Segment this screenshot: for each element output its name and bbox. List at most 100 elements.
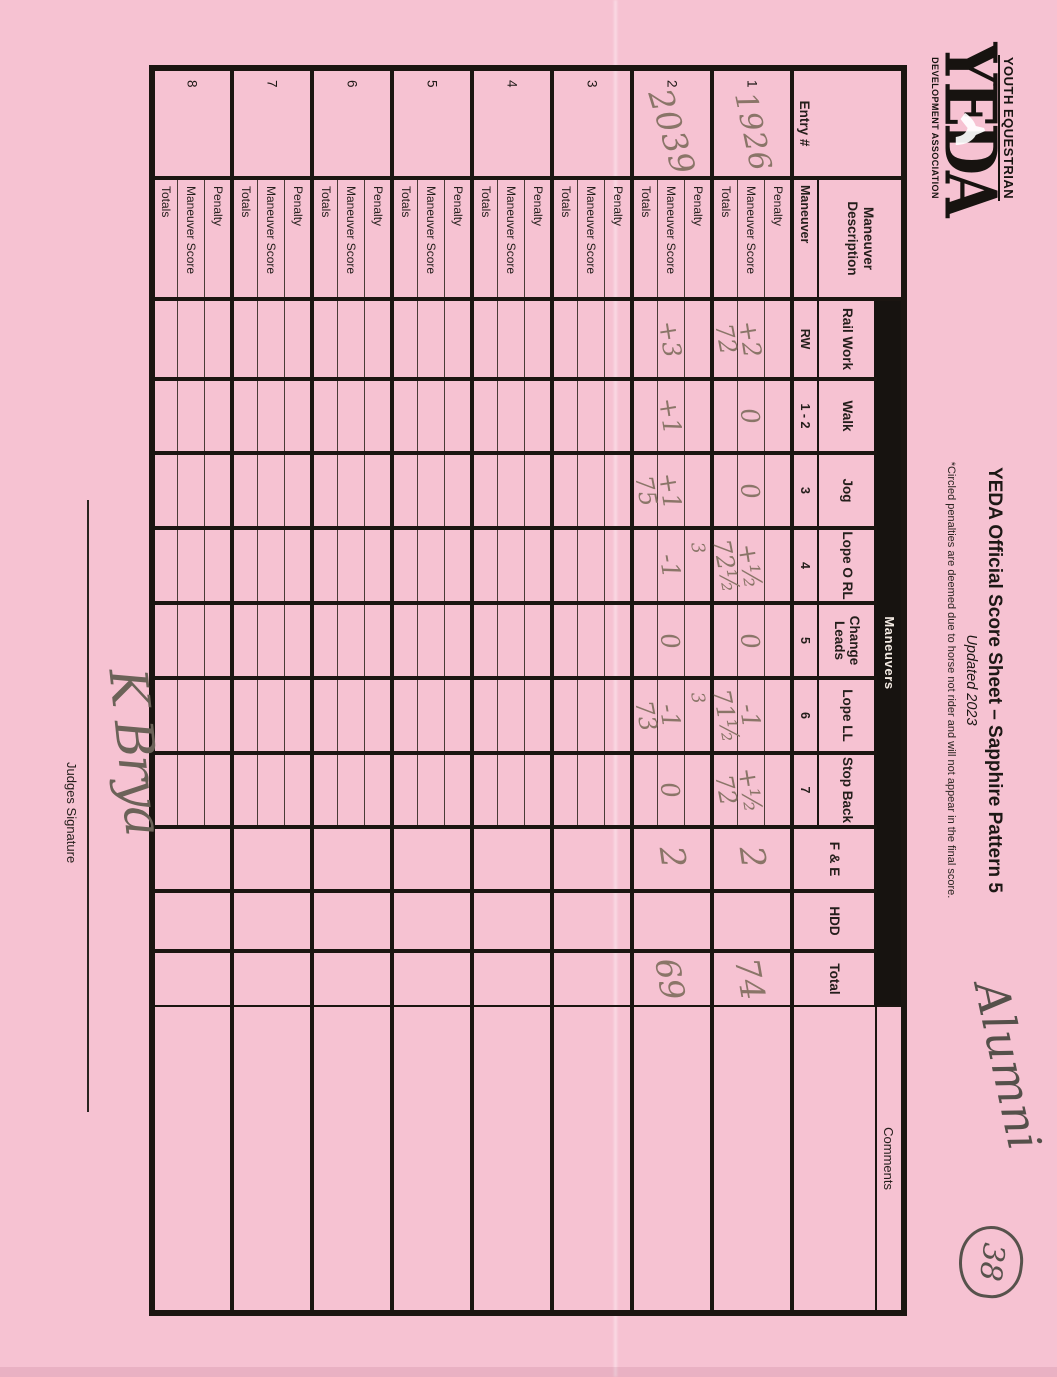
comments-cell <box>152 1006 232 1314</box>
column-header-walk: Walk <box>818 379 876 453</box>
score-cell-jog-ms <box>338 453 365 528</box>
score-cell-lope_orl-penalty <box>205 528 232 603</box>
total-cell: 74 <box>712 951 792 1007</box>
column-header-hdd: HDD <box>792 891 876 951</box>
score-cell-lope_ll-ms <box>258 678 285 753</box>
row-label-cell: Maneuver Score <box>418 178 445 299</box>
entry-7-row-penalty: 7 Penalty <box>232 68 312 1314</box>
score-cell-rail_work-totals <box>312 299 338 379</box>
score-cell-rail_work-penalty <box>525 299 552 379</box>
score-cell-lope_ll-penalty <box>365 678 392 753</box>
subheader-stop-back: 7 <box>792 753 818 827</box>
row-label: Penalty <box>610 186 625 227</box>
score-cell-rail_work-penalty <box>765 299 792 379</box>
row-label-cell: Totals <box>312 178 338 299</box>
score-cell-lope_ll-totals <box>552 678 578 753</box>
judges-signature-label: Judges Signature <box>64 762 79 864</box>
score-cell-lope_ll-totals: 73 <box>629 678 662 753</box>
fe-cell <box>152 827 232 891</box>
score-cell-walk-ms: 0 <box>734 379 767 453</box>
score-cell-rail_work-ms: +2 <box>733 299 768 379</box>
score-cell-jog-penalty <box>765 453 792 528</box>
row-label: Penalty <box>290 186 305 227</box>
score-table-body: 1 1926 Penalty 2 74 Maneuver Score +2 0 0 +½ 0 -1 +½… <box>152 68 792 1314</box>
row-label: Maneuver Score <box>344 186 359 275</box>
total-cell <box>472 951 552 1007</box>
score-cell-lope_orl-totals <box>392 528 418 603</box>
score-cell-jog-ms <box>258 453 285 528</box>
score-cell-rail_work-ms <box>578 299 605 379</box>
score-cell-rail_work-ms <box>418 299 445 379</box>
hdd-cell <box>712 891 792 951</box>
handwritten-score: 2 <box>650 843 694 871</box>
score-cell-walk-penalty <box>525 379 552 453</box>
subheader-lope-orl: 4 <box>792 528 818 603</box>
total-cell <box>392 951 472 1007</box>
score-cell-jog-totals <box>312 453 338 528</box>
score-cell-jog-penalty <box>365 453 392 528</box>
subheader-change-leads: 5 <box>792 603 818 678</box>
row-label: Maneuver Score <box>504 186 519 275</box>
score-cell-stop_back-penalty <box>765 753 792 827</box>
score-cell-change_leads-totals <box>472 603 498 678</box>
handwritten-entry-number: 2039 <box>640 84 704 180</box>
row-label-cell: Totals <box>392 178 418 299</box>
score-cell-lope_orl-penalty <box>605 528 632 603</box>
handwritten-score: 2 <box>730 843 774 871</box>
score-cell-change_leads-ms: 0 <box>655 603 686 678</box>
score-cell-rail_work-ms <box>338 299 365 379</box>
row-label-cell: Penalty <box>365 178 392 299</box>
row-label-cell: Penalty <box>525 178 552 299</box>
maneuver-description-header: Maneuver Description <box>818 178 904 299</box>
handwritten-score: +1 <box>653 395 688 437</box>
score-cell-rail_work-totals <box>632 299 658 379</box>
score-cell-stop_back-ms <box>178 753 205 827</box>
comments-cell <box>552 1006 632 1314</box>
yeda-logo: YOUTH EQUESTRIAN YEDA DEVELOPMENT ASSOCI… <box>928 14 1017 242</box>
score-cell-lope_ll-penalty: 3 <box>685 678 712 753</box>
score-cell-lope_ll-totals: 71½ <box>707 678 745 753</box>
fe-cell <box>472 827 552 891</box>
row-label: Totals <box>398 186 413 218</box>
handwritten-score: 3 <box>685 690 709 706</box>
entry-2-row-penalty: 2 2039 Penalty 3 3 2 69 <box>632 68 712 1314</box>
score-cell-jog-penalty <box>525 453 552 528</box>
horse-head-icon <box>937 109 1002 147</box>
score-cell-change_leads-ms <box>418 603 445 678</box>
score-cell-jog-penalty <box>285 453 312 528</box>
score-cell-rail_work-penalty <box>605 299 632 379</box>
score-cell-lope_orl-totals <box>552 528 578 603</box>
score-cell-rail_work-ms <box>498 299 525 379</box>
printed-entry-index: 3 <box>584 80 600 88</box>
score-table-head: Entry # Maneuver Description Maneuvers C… <box>792 68 904 1314</box>
handwritten-score: 75 <box>629 472 663 509</box>
score-cell-change_leads-penalty <box>765 603 792 678</box>
handwritten-score: 72½ <box>706 536 745 595</box>
score-cell-rail_work-penalty <box>205 299 232 379</box>
subheader-walk: 1 - 2 <box>792 379 818 453</box>
subheader-maneuver: Maneuver <box>792 178 818 299</box>
row-label: Totals <box>478 186 493 218</box>
row-label: Totals <box>638 186 653 218</box>
score-cell-walk-ms <box>178 379 205 453</box>
row-label: Penalty <box>370 186 385 227</box>
score-cell-stop_back-penalty <box>205 753 232 827</box>
row-label: Maneuver Score <box>424 186 439 275</box>
score-cell-change_leads-ms <box>258 603 285 678</box>
column-header-change-leads: Change Leads <box>818 603 876 678</box>
handwritten-score: 0 <box>734 405 767 427</box>
score-cell-lope_ll-penalty <box>285 678 312 753</box>
handwritten-score: 72 <box>709 321 743 357</box>
handwritten-score: 0 <box>654 779 687 801</box>
score-cell-change_leads-penalty <box>445 603 472 678</box>
row-label-cell: Maneuver Score <box>658 178 685 299</box>
score-cell-walk-totals <box>392 379 418 453</box>
score-cell-lope_orl-totals <box>632 528 658 603</box>
score-cell-jog-totals <box>392 453 418 528</box>
score-cell-walk-penalty <box>205 379 232 453</box>
score-cell-jog-penalty <box>605 453 632 528</box>
score-cell-lope_ll-penalty <box>765 678 792 753</box>
row-label-cell: Penalty <box>205 178 232 299</box>
score-cell-lope_ll-totals <box>312 678 338 753</box>
entry-number-cell: 1 1926 <box>712 68 792 178</box>
